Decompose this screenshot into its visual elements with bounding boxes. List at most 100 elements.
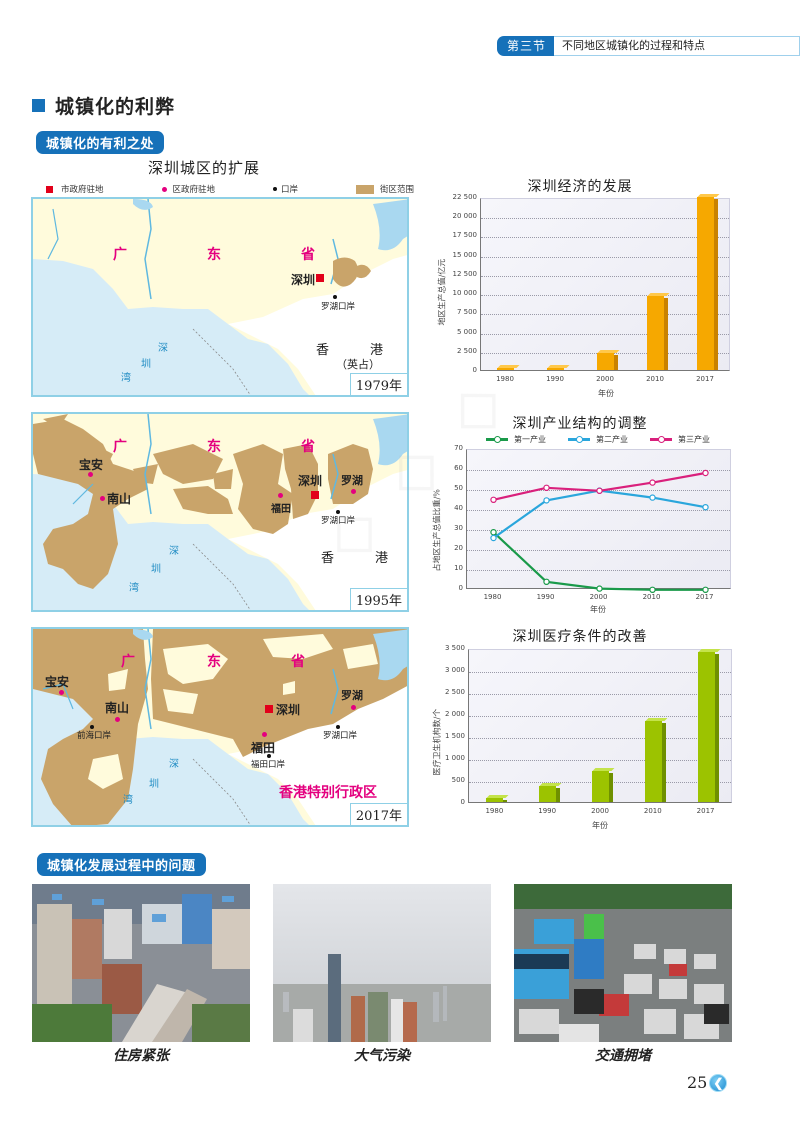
bar-2000 <box>592 771 613 802</box>
district-marker-nanshan <box>100 496 105 501</box>
y-tick-label: 2 500 <box>456 346 477 355</box>
port-label-luohu: 罗湖口岸 <box>321 302 356 312</box>
y-tick-label: 1 000 <box>444 754 465 762</box>
y-tick-label: 20 <box>454 544 463 552</box>
blue-line-icon <box>568 436 590 443</box>
caption-traffic: 交通拥堵 <box>595 1048 651 1064</box>
x-tick-label: 1990 <box>538 807 557 815</box>
problems-label: 城镇化发展过程中的问题 <box>37 853 206 876</box>
province-label-2: 东 <box>207 247 221 263</box>
chart-medical-title: 深圳医疗条件的改善 <box>512 629 648 645</box>
photo-smog <box>273 884 491 1042</box>
chart-medical-xlabel: 年份 <box>592 821 608 830</box>
bay-label-2: 圳 <box>149 779 159 790</box>
map-2017-shapes <box>33 629 407 825</box>
y-tick-label: 0 <box>472 366 477 374</box>
y-tick-label: 70 <box>454 444 463 452</box>
chart-industry-title: 深圳产业结构的调整 <box>512 416 648 432</box>
tan-swatch-icon <box>356 184 375 194</box>
gridline <box>469 672 731 673</box>
dense-housing-image <box>32 884 250 1042</box>
chart-industry-legend: 第一产业 第二产业 第三产业 <box>486 434 732 445</box>
bay-label-3: 湾 <box>123 795 133 806</box>
gridline <box>467 570 730 571</box>
hk-sar-label: 香港特别行政区 <box>279 785 377 801</box>
legend-district-gov: 区政府驻地 <box>161 183 215 195</box>
smog-skyline-image <box>273 884 491 1042</box>
gridline <box>481 314 729 316</box>
back-arrow-icon[interactable]: ❮ <box>709 1073 728 1092</box>
gridline <box>481 237 729 239</box>
map-1979-shapes <box>33 199 407 395</box>
province-label-1: 广 <box>121 654 135 670</box>
year-label-1995: 1995年 <box>349 588 407 610</box>
city-label-shenzhen: 深圳 <box>298 474 323 488</box>
line-series <box>490 469 709 593</box>
green-line-icon <box>486 436 508 443</box>
year-label-2017: 2017年 <box>349 803 407 825</box>
page-number: 25 <box>687 1073 708 1092</box>
section-title: 不同地区城镇化的过程和特点 <box>554 36 800 56</box>
map-2017: 广 东 省 宝安 南山 前海口岸 深圳 福田 福田口岸 罗湖 罗湖口岸 深 圳 … <box>31 627 409 827</box>
province-label-2: 东 <box>207 654 221 670</box>
bar-1980 <box>497 368 514 370</box>
gridline <box>481 218 729 220</box>
y-tick-label: 0 <box>458 584 463 592</box>
district-marker-futian <box>278 493 283 498</box>
chart-gdp-title: 深圳经济的发展 <box>527 179 633 195</box>
district-label-futian: 福田 <box>251 741 276 755</box>
legend-tertiary: 第三产业 <box>650 434 710 445</box>
page-footer: 25 ❮ <box>687 1073 728 1092</box>
province-label-2: 东 <box>207 439 221 455</box>
bar-1980 <box>486 798 508 802</box>
chart-industry-plot <box>466 449 731 593</box>
district-marker-futian <box>262 732 267 737</box>
y-tick-label: 1 500 <box>444 732 465 740</box>
port-marker-luohu <box>336 510 340 514</box>
bar-2017 <box>697 651 719 803</box>
y-tick-label: 3 000 <box>444 666 465 674</box>
y-tick-label: 30 <box>454 524 463 532</box>
photo-housing <box>32 884 250 1042</box>
x-tick-label: 2000 <box>591 807 609 815</box>
y-tick-label: 40 <box>454 504 463 512</box>
caption-smog: 大气污染 <box>354 1048 410 1064</box>
x-tick-label: 2017 <box>696 807 715 815</box>
port-label-luohu: 罗湖口岸 <box>323 731 358 741</box>
district-label-nanshan: 南山 <box>105 701 130 715</box>
x-tick-label: 2017 <box>695 593 714 601</box>
y-tick-label: 15 000 <box>452 250 478 259</box>
bar-1990 <box>539 786 561 802</box>
benefits-label: 城镇化的有利之处 <box>36 131 165 154</box>
chart-medical-plot <box>468 649 732 803</box>
legend-urban-area: 街区范围 <box>356 183 414 195</box>
province-label-3: 省 <box>291 654 305 670</box>
hk-label-1: 香 <box>321 551 335 566</box>
map-1995: 广 东 省 宝安 南山 福田 深圳 罗湖 罗湖口岸 深 圳 湾 香 港 1995… <box>31 412 409 612</box>
bar-2010 <box>644 721 666 802</box>
chapter-header: 第三节 不同地区城镇化的过程和特点 <box>497 36 800 56</box>
province-label-3: 省 <box>301 247 315 263</box>
x-tick-label: 1990 <box>536 593 555 601</box>
chart-industry: 深圳产业结构的调整 第一产业 第二产业 第三产业 占地区生产总值比重/% 0 10… <box>420 405 740 620</box>
page-title: 城镇化的利弊 <box>55 96 176 118</box>
city-label-shenzhen: 深圳 <box>291 273 316 287</box>
bay-label-1: 深 <box>169 759 179 770</box>
x-tick-label: 2010 <box>643 807 662 815</box>
bar-2010 <box>647 296 668 370</box>
y-tick-label: 10 <box>454 564 463 572</box>
bay-label-2: 圳 <box>151 564 161 575</box>
y-tick-label: 2 000 <box>444 710 465 718</box>
x-tick-label: 1980 <box>483 593 502 601</box>
gridline <box>481 295 729 297</box>
port-marker-luohu <box>333 295 337 299</box>
x-tick-label: 2010 <box>646 375 664 383</box>
gridline <box>469 760 731 761</box>
y-tick-label: 7 500 <box>456 308 477 317</box>
chart-industry-ylabel: 占地区生产总值比重/% <box>432 489 442 572</box>
gridline <box>467 470 730 471</box>
port-label-qianhai: 前海口岸 <box>77 731 112 741</box>
city-marker-shenzhen <box>311 491 319 499</box>
port-marker-luohu <box>336 725 340 729</box>
